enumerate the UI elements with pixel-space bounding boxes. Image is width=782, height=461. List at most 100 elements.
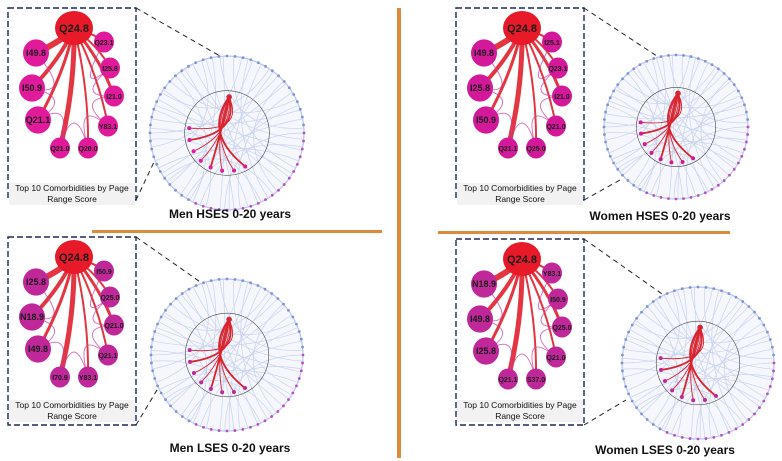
background-link: [180, 294, 303, 362]
outer-node: [743, 103, 746, 107]
outer-node: [602, 125, 606, 129]
outer-node: [732, 167, 736, 171]
outer-node: [152, 155, 156, 159]
inner-node: [642, 142, 647, 147]
background-link: [632, 56, 666, 185]
outer-node: [704, 437, 708, 440]
outer-node: [768, 338, 772, 341]
inset-node-label: N18.9: [20, 312, 44, 322]
outer-node: [270, 193, 274, 197]
outer-node: [180, 69, 184, 73]
inner-ring: [184, 90, 270, 176]
outer-node: [291, 315, 295, 319]
outer-node: [225, 429, 229, 433]
outer-node: [616, 167, 620, 171]
inner-ring: [184, 312, 270, 398]
outer-node: [682, 197, 685, 201]
outer-node: [241, 279, 245, 283]
horizontal-divider-right: [438, 231, 730, 234]
outer-node: [688, 437, 692, 440]
highlight-link: [640, 93, 681, 135]
background-link: [616, 86, 730, 176]
outer-node: [249, 58, 253, 62]
inset-node-label: Q25.0: [552, 325, 571, 332]
inner-node: [188, 359, 193, 364]
network-women-lses: [620, 285, 776, 441]
background-link: [199, 327, 298, 427]
outer-node: [621, 353, 624, 357]
inner-node: [187, 126, 192, 131]
outer-node: [299, 369, 303, 373]
outer-node: [151, 369, 155, 373]
outer-node: [164, 398, 167, 402]
outer-node: [762, 399, 766, 403]
outer-node: [728, 173, 731, 177]
outer-node: [201, 58, 205, 62]
inset-women-hses: I49.8 I25.8 I50.9 Q21.1 Q25.0 Q21.0 I21.0 Q23.1…: [455, 7, 585, 201]
background-link: [150, 138, 262, 203]
outer-node: [624, 338, 628, 341]
outer-node: [606, 147, 609, 151]
outer-node: [150, 345, 153, 349]
background-link: [162, 306, 286, 396]
outer-node: [270, 69, 274, 73]
background-link: [156, 327, 302, 373]
outer-node: [291, 391, 295, 395]
outer-node: [696, 194, 700, 197]
inset-node: [50, 366, 70, 388]
outer-node: [302, 139, 305, 143]
highlight-link: [189, 96, 232, 141]
background-link: [253, 303, 284, 413]
background-link: [708, 322, 763, 438]
background-link: [155, 60, 209, 162]
outer-node: [716, 183, 720, 187]
inner-node: [658, 356, 663, 361]
outer-node: [187, 64, 190, 68]
outer-node: [741, 423, 745, 426]
outer-node: [652, 194, 656, 197]
outer-node: [301, 345, 304, 349]
outer-node: [734, 295, 738, 299]
inset-node: [498, 137, 518, 159]
inner-node: [680, 160, 685, 165]
outer-node: [638, 187, 642, 191]
inner-ring: [655, 320, 741, 406]
outer-node: [688, 286, 692, 289]
outer-node: [209, 427, 213, 431]
outer-node: [665, 431, 669, 434]
outer-node: [626, 179, 630, 182]
background-link: [699, 294, 733, 439]
background-link: [676, 289, 730, 433]
background-link: [237, 314, 292, 430]
background-link: [150, 298, 278, 356]
panel-women-hses: I49.8 I25.8 I50.9 Q21.1 Q25.0 Q21.0 I21.0 Q23.1…: [455, 7, 750, 201]
outer-node: [174, 297, 178, 300]
outer-node: [680, 287, 684, 291]
background-link: [167, 340, 302, 403]
outer-node: [295, 162, 299, 166]
inset-node: [546, 115, 566, 137]
outer-node: [716, 67, 720, 71]
inset-node: [467, 74, 493, 102]
outer-node: [640, 412, 643, 416]
outer-node: [638, 63, 642, 67]
inset-node-label: S37.0: [527, 377, 545, 384]
outer-node: [149, 139, 152, 143]
background-link: [617, 150, 720, 185]
background-link: [614, 80, 732, 166]
outer-node: [202, 425, 205, 429]
inset-node-label: Q21.1: [498, 146, 517, 153]
outer-node: [150, 361, 153, 365]
background-link: [219, 56, 225, 210]
inset-node-label: I21.0: [554, 94, 570, 101]
outer-node: [209, 56, 213, 60]
inner-node: [638, 120, 643, 125]
inner-node: [659, 367, 664, 372]
outer-node: [187, 198, 190, 202]
outer-node: [696, 285, 700, 289]
background-link: [180, 280, 217, 416]
outer-node: [624, 385, 628, 388]
outer-node: [712, 435, 716, 439]
background-link: [151, 360, 262, 424]
outer-node: [233, 208, 237, 211]
